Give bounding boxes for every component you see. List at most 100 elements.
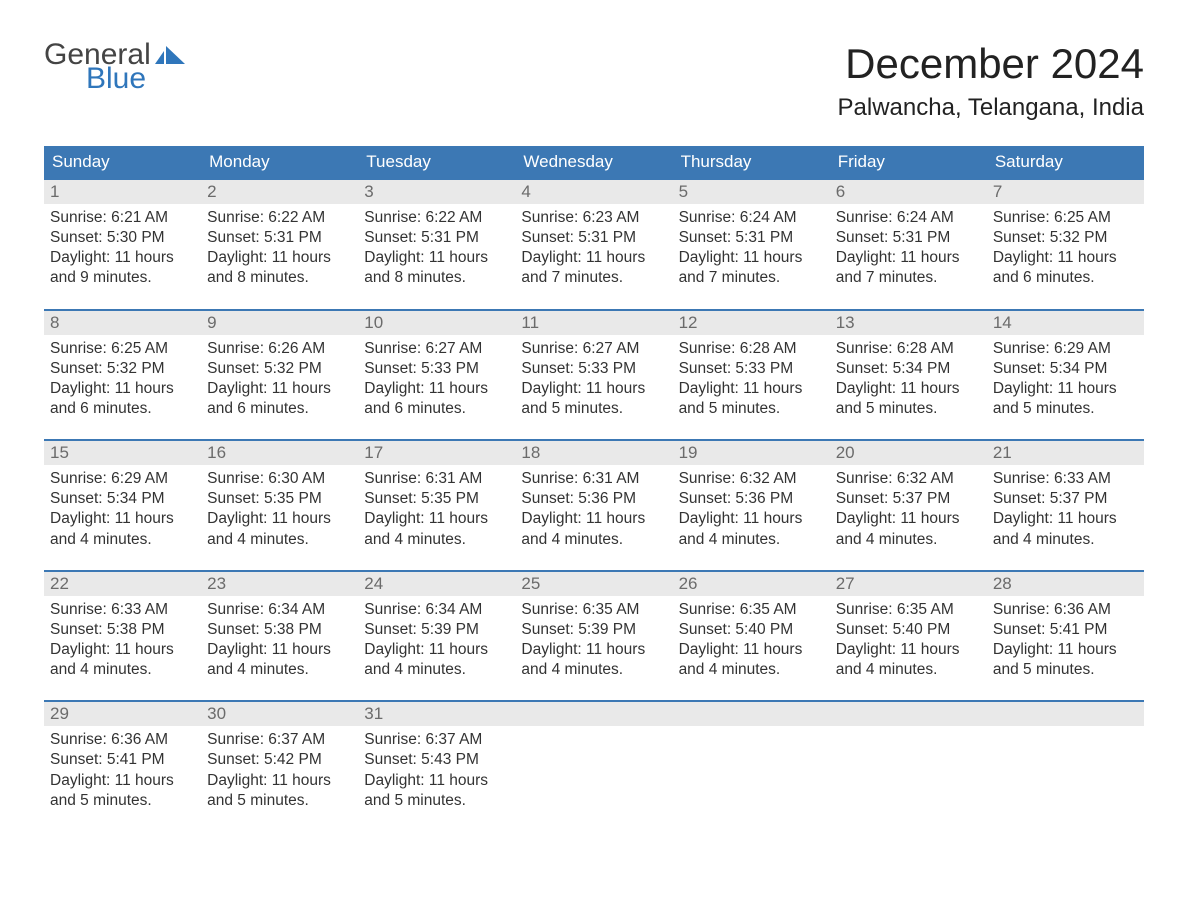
day-details: Sunrise: 6:28 AMSunset: 5:33 PMDaylight:…	[673, 335, 830, 428]
day-number: 10	[358, 311, 515, 335]
daylight-text-2: and 4 minutes.	[364, 660, 509, 680]
day-number	[987, 702, 1144, 726]
day-details: Sunrise: 6:29 AMSunset: 5:34 PMDaylight:…	[44, 465, 201, 558]
daylight-text-2: and 5 minutes.	[50, 791, 195, 811]
sunrise-text: Sunrise: 6:26 AM	[207, 339, 352, 359]
sunrise-text: Sunrise: 6:32 AM	[679, 469, 824, 489]
header: General Blue December 2024 Palwancha, Te…	[44, 40, 1144, 122]
sunset-text: Sunset: 5:38 PM	[50, 620, 195, 640]
day-details: Sunrise: 6:37 AMSunset: 5:43 PMDaylight:…	[358, 726, 515, 819]
sunrise-text: Sunrise: 6:35 AM	[679, 600, 824, 620]
weekday-thursday: Thursday	[673, 146, 830, 178]
day-number: 7	[987, 180, 1144, 204]
sunset-text: Sunset: 5:32 PM	[50, 359, 195, 379]
sunrise-text: Sunrise: 6:37 AM	[207, 730, 352, 750]
day-details: Sunrise: 6:28 AMSunset: 5:34 PMDaylight:…	[830, 335, 987, 428]
sunset-text: Sunset: 5:34 PM	[50, 489, 195, 509]
daylight-text-2: and 5 minutes.	[679, 399, 824, 419]
day-details: Sunrise: 6:35 AMSunset: 5:40 PMDaylight:…	[673, 596, 830, 689]
daylight-text-2: and 7 minutes.	[521, 268, 666, 288]
day-details: Sunrise: 6:33 AMSunset: 5:37 PMDaylight:…	[987, 465, 1144, 558]
sunset-text: Sunset: 5:31 PM	[207, 228, 352, 248]
day-number: 8	[44, 311, 201, 335]
daylight-text-1: Daylight: 11 hours	[521, 379, 666, 399]
day-details: Sunrise: 6:31 AMSunset: 5:35 PMDaylight:…	[358, 465, 515, 558]
daylight-text-2: and 7 minutes.	[836, 268, 981, 288]
sunset-text: Sunset: 5:32 PM	[993, 228, 1138, 248]
day-number: 15	[44, 441, 201, 465]
sunrise-text: Sunrise: 6:32 AM	[836, 469, 981, 489]
day-number: 9	[201, 311, 358, 335]
daylight-text-2: and 5 minutes.	[836, 399, 981, 419]
sunrise-text: Sunrise: 6:22 AM	[364, 208, 509, 228]
daylight-text-1: Daylight: 11 hours	[836, 248, 981, 268]
sunrise-text: Sunrise: 6:24 AM	[679, 208, 824, 228]
day-number	[515, 702, 672, 726]
sunset-text: Sunset: 5:41 PM	[993, 620, 1138, 640]
day-number: 23	[201, 572, 358, 596]
brand-flag-icon	[155, 46, 185, 66]
day-number: 20	[830, 441, 987, 465]
daylight-text-1: Daylight: 11 hours	[50, 771, 195, 791]
day-number: 12	[673, 311, 830, 335]
sunset-text: Sunset: 5:37 PM	[993, 489, 1138, 509]
day-body-row: Sunrise: 6:36 AMSunset: 5:41 PMDaylight:…	[44, 726, 1144, 819]
daylight-text-1: Daylight: 11 hours	[364, 248, 509, 268]
day-details: Sunrise: 6:35 AMSunset: 5:40 PMDaylight:…	[830, 596, 987, 689]
sunset-text: Sunset: 5:31 PM	[679, 228, 824, 248]
day-number: 1	[44, 180, 201, 204]
sunset-text: Sunset: 5:39 PM	[364, 620, 509, 640]
day-number: 3	[358, 180, 515, 204]
weekday-sunday: Sunday	[44, 146, 201, 178]
sunset-text: Sunset: 5:42 PM	[207, 750, 352, 770]
weekday-monday: Monday	[201, 146, 358, 178]
sunset-text: Sunset: 5:37 PM	[836, 489, 981, 509]
sunrise-text: Sunrise: 6:28 AM	[679, 339, 824, 359]
sunrise-text: Sunrise: 6:31 AM	[364, 469, 509, 489]
daylight-text-2: and 4 minutes.	[836, 660, 981, 680]
daylight-text-2: and 6 minutes.	[993, 268, 1138, 288]
day-details: Sunrise: 6:24 AMSunset: 5:31 PMDaylight:…	[673, 204, 830, 297]
sunset-text: Sunset: 5:41 PM	[50, 750, 195, 770]
daylight-text-1: Daylight: 11 hours	[364, 640, 509, 660]
sunset-text: Sunset: 5:33 PM	[364, 359, 509, 379]
day-number: 14	[987, 311, 1144, 335]
sunset-text: Sunset: 5:32 PM	[207, 359, 352, 379]
daylight-text-2: and 6 minutes.	[364, 399, 509, 419]
sunrise-text: Sunrise: 6:37 AM	[364, 730, 509, 750]
daylight-text-1: Daylight: 11 hours	[364, 771, 509, 791]
day-number: 19	[673, 441, 830, 465]
day-number: 27	[830, 572, 987, 596]
week-row: 293031Sunrise: 6:36 AMSunset: 5:41 PMDay…	[44, 700, 1144, 819]
sunset-text: Sunset: 5:39 PM	[521, 620, 666, 640]
daylight-text-2: and 4 minutes.	[207, 530, 352, 550]
day-details: Sunrise: 6:25 AMSunset: 5:32 PMDaylight:…	[44, 335, 201, 428]
day-number-row: 22232425262728	[44, 572, 1144, 596]
sunrise-text: Sunrise: 6:34 AM	[364, 600, 509, 620]
sunset-text: Sunset: 5:34 PM	[993, 359, 1138, 379]
day-number: 30	[201, 702, 358, 726]
daylight-text-1: Daylight: 11 hours	[521, 509, 666, 529]
daylight-text-2: and 4 minutes.	[679, 660, 824, 680]
sunset-text: Sunset: 5:31 PM	[836, 228, 981, 248]
week-row: 15161718192021Sunrise: 6:29 AMSunset: 5:…	[44, 439, 1144, 558]
daylight-text-2: and 4 minutes.	[679, 530, 824, 550]
daylight-text-2: and 8 minutes.	[364, 268, 509, 288]
weekday-header-row: Sunday Monday Tuesday Wednesday Thursday…	[44, 146, 1144, 178]
daylight-text-2: and 5 minutes.	[521, 399, 666, 419]
sunset-text: Sunset: 5:40 PM	[836, 620, 981, 640]
daylight-text-1: Daylight: 11 hours	[50, 379, 195, 399]
daylight-text-2: and 4 minutes.	[50, 530, 195, 550]
sunrise-text: Sunrise: 6:30 AM	[207, 469, 352, 489]
day-details: Sunrise: 6:31 AMSunset: 5:36 PMDaylight:…	[515, 465, 672, 558]
sunrise-text: Sunrise: 6:35 AM	[836, 600, 981, 620]
day-number-row: 293031	[44, 702, 1144, 726]
sunset-text: Sunset: 5:33 PM	[679, 359, 824, 379]
day-details: Sunrise: 6:27 AMSunset: 5:33 PMDaylight:…	[515, 335, 672, 428]
sunrise-text: Sunrise: 6:33 AM	[50, 600, 195, 620]
daylight-text-1: Daylight: 11 hours	[50, 509, 195, 529]
day-details: Sunrise: 6:33 AMSunset: 5:38 PMDaylight:…	[44, 596, 201, 689]
daylight-text-2: and 9 minutes.	[50, 268, 195, 288]
day-number: 5	[673, 180, 830, 204]
sunrise-text: Sunrise: 6:35 AM	[521, 600, 666, 620]
